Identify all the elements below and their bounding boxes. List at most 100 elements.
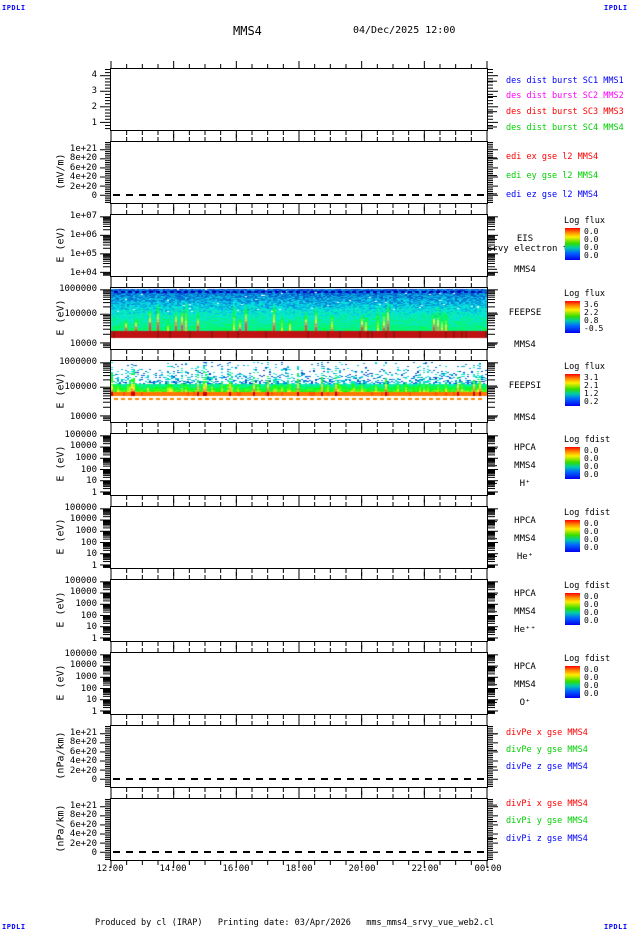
ytick-label: 6e+20 bbox=[69, 819, 97, 830]
ytick-label: 10 bbox=[86, 549, 97, 560]
panel-right-label: He⁺⁺ bbox=[514, 625, 536, 636]
ytick-label: 8e+20 bbox=[69, 153, 97, 164]
series-legend-label: divPi y gse MMS4 bbox=[506, 816, 588, 827]
series-legend-label: divPi z gse MMS4 bbox=[506, 833, 588, 844]
feepse-spectrogram bbox=[111, 288, 487, 349]
panel-feepse bbox=[100, 280, 498, 357]
colorbar-tick-label: 0.0 bbox=[584, 599, 599, 609]
ytick-label: 0 bbox=[91, 774, 97, 785]
ytick-label: 1e+05 bbox=[69, 249, 97, 260]
ytick-label: 10000 bbox=[69, 514, 97, 525]
colorbar-tick-label: 0.0 bbox=[584, 234, 599, 244]
panel-right-label: MMS4 bbox=[514, 265, 536, 276]
colorbar bbox=[565, 593, 580, 625]
yaxis-unit-label: (mV/m) bbox=[55, 153, 67, 190]
colorbar-tick-label: 0.0 bbox=[584, 242, 599, 252]
panel-right-label: srvy electron t0 bbox=[487, 244, 574, 255]
panel-right-label: HPCA bbox=[514, 516, 536, 527]
ytick-label: 4e+20 bbox=[69, 172, 97, 183]
ytick-label: 0 bbox=[91, 847, 97, 858]
ytick-label: 1000 bbox=[75, 599, 97, 610]
ytick-label: 100000 bbox=[64, 648, 97, 659]
ytick-label: 10 bbox=[86, 695, 97, 706]
panel-ticks bbox=[100, 791, 498, 868]
ytick-label: 1e+21 bbox=[69, 144, 97, 154]
ytick-label: 1e+21 bbox=[69, 801, 97, 811]
ytick-label: 10 bbox=[86, 622, 97, 633]
panel-eis-electron bbox=[100, 207, 498, 284]
ytick-label: 10000 bbox=[69, 587, 97, 598]
series-legend-label: edi ez gse l2 MMS4 bbox=[506, 189, 599, 200]
ytick-label: 100 bbox=[80, 683, 97, 694]
ipdli-logo-top-right: IPDLI bbox=[604, 4, 628, 12]
colorbar bbox=[565, 374, 580, 406]
ytick-label: 1000 bbox=[75, 672, 97, 683]
ytick-label: 2e+20 bbox=[69, 181, 97, 192]
xtick-label: 00:00 bbox=[474, 864, 502, 874]
ytick-label: 1 bbox=[91, 487, 97, 498]
ytick-label: 2e+20 bbox=[69, 838, 97, 849]
colorbar bbox=[565, 666, 580, 698]
ytick-label: 100000 bbox=[64, 502, 97, 513]
panel-edi-e-gse bbox=[100, 134, 498, 211]
ytick-label: 100000 bbox=[64, 309, 97, 320]
series-legend-label: des dist burst SC4 MMS4 bbox=[506, 122, 624, 133]
ytick-label: 10000 bbox=[69, 441, 97, 452]
yaxis-unit-label: (nPa/km) bbox=[55, 804, 67, 853]
panel-hpca-hepp bbox=[100, 572, 498, 649]
panel-right-label: MMS4 bbox=[514, 339, 536, 350]
series-legend-label: edi ex gse l2 MMS4 bbox=[506, 152, 599, 163]
ytick-label: 10 bbox=[86, 476, 97, 487]
xtick-label: 20:00 bbox=[348, 864, 376, 874]
ytick-label: 1 bbox=[91, 118, 97, 129]
panel-right-label: MMS4 bbox=[514, 606, 536, 617]
colorbar-tick-label: 0.0 bbox=[584, 526, 599, 536]
ytick-label: 0 bbox=[91, 190, 97, 201]
panel-right-label: HPCA bbox=[514, 589, 536, 600]
series-legend-label: edi ey gse l2 MMS4 bbox=[506, 170, 599, 181]
colorbar-tick-label: 0.0 bbox=[584, 226, 599, 236]
ytick-label: 100 bbox=[80, 610, 97, 621]
colorbar-title: Log flux bbox=[564, 362, 605, 372]
colorbar-tick-label: 0.0 bbox=[584, 591, 599, 601]
panel-right-label: HPCA bbox=[514, 662, 536, 673]
panel-right-label: FEEPSE bbox=[508, 307, 542, 318]
panel-right-label: MMS4 bbox=[514, 460, 536, 471]
panel-ticks bbox=[100, 207, 498, 284]
ytick-label: 100000 bbox=[64, 429, 97, 440]
ytick-label: 6e+20 bbox=[69, 746, 97, 757]
yaxis-unit-label: E (eV) bbox=[55, 518, 67, 555]
yaxis-unit-label: E (eV) bbox=[55, 226, 67, 263]
ytick-label: 2e+20 bbox=[69, 765, 97, 776]
ytick-label: 10000 bbox=[69, 338, 97, 349]
colorbar-tick-label: 0.2 bbox=[584, 396, 599, 406]
colorbar-tick-label: 3.6 bbox=[584, 299, 599, 309]
ytick-label: 2 bbox=[91, 102, 97, 113]
ytick-label: 10000 bbox=[69, 660, 97, 671]
feepsi-spectrogram bbox=[111, 361, 487, 422]
colorbar-tick-label: 0.0 bbox=[584, 680, 599, 690]
panel-right-label: HPCA bbox=[514, 443, 536, 454]
colorbar-tick-label: 0.0 bbox=[584, 453, 599, 463]
series-legend-label: des dist burst SC3 MMS3 bbox=[506, 107, 624, 118]
footer-credit: Produced by cl (IRAP) Printing date: 03/… bbox=[95, 918, 495, 928]
ytick-label: 1e+21 bbox=[69, 728, 97, 738]
ytick-label: 1000000 bbox=[59, 356, 97, 367]
panel-hpca-he bbox=[100, 499, 498, 576]
series-legend-label: des dist burst SC1 MMS1 bbox=[506, 75, 624, 86]
panel-right-label: MMS4 bbox=[514, 533, 536, 544]
colorbar-tick-label: 0.0 bbox=[584, 664, 599, 674]
xtick-label: 16:00 bbox=[222, 864, 250, 874]
ytick-label: 1000 bbox=[75, 526, 97, 537]
colorbar bbox=[565, 447, 580, 479]
ytick-label: 4e+20 bbox=[69, 756, 97, 767]
colorbar-tick-label: 0.0 bbox=[584, 615, 599, 625]
colorbar-tick-label: -0.5 bbox=[584, 323, 604, 333]
ytick-label: 3 bbox=[91, 85, 97, 96]
series-legend-label: divPe z gse MMS4 bbox=[506, 762, 588, 773]
colorbar-tick-label: 0.0 bbox=[584, 534, 599, 544]
panel-right-label: EIS bbox=[516, 234, 534, 245]
colorbar-tick-label: 0.8 bbox=[584, 315, 599, 325]
ytick-label: 100 bbox=[80, 464, 97, 475]
